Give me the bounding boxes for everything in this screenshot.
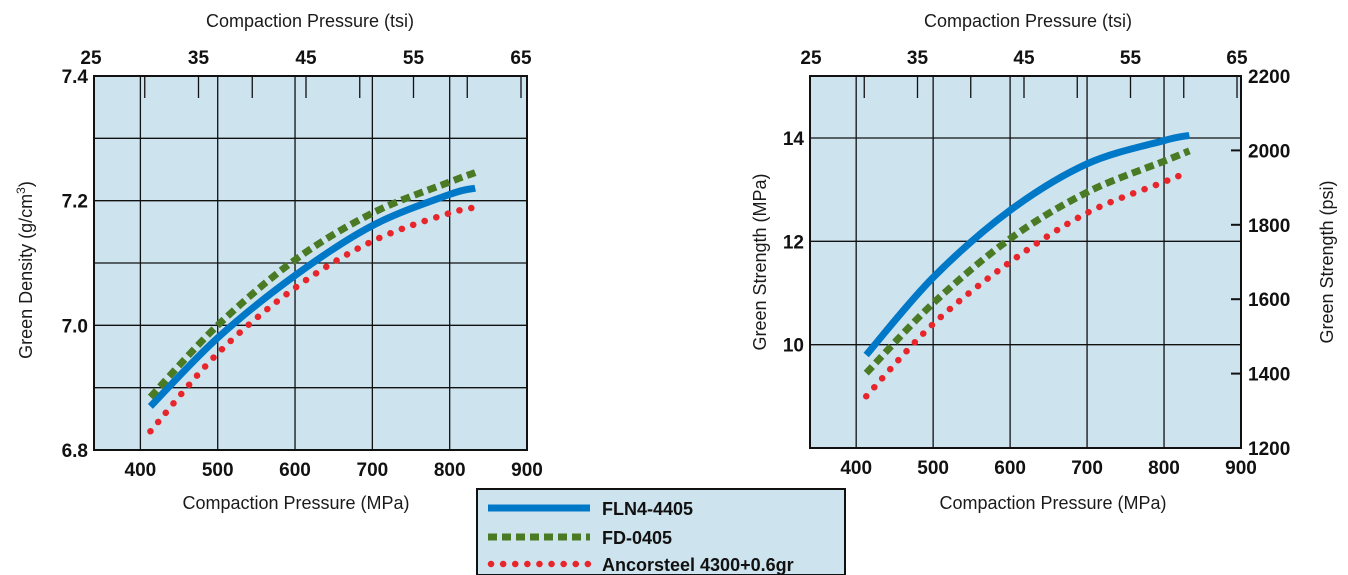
- series-strength: [862, 131, 1193, 400]
- x-tick-label-strength: 600: [994, 458, 1026, 479]
- x-tick-label-strength: 800: [1148, 458, 1180, 479]
- x-axis-title-strength: Compaction Pressure (MPa): [939, 493, 1166, 513]
- x2-tick-label-strength: 45: [1013, 48, 1035, 69]
- x2-tick-label-strength: 25: [800, 48, 822, 69]
- x-tick-label-density: 900: [511, 460, 543, 481]
- series-line-ancorsteel-4300-0-6gr-strength: [862, 168, 1193, 400]
- plot-frame-strength: [809, 75, 1242, 449]
- series-line-fd-0405-density: [147, 169, 477, 400]
- y-tick-label-density: 6.8: [62, 441, 88, 462]
- legend-label-ancorsteel: Ancorsteel 4300+0.6gr: [602, 555, 794, 575]
- y-tick-label-strength: 12: [783, 232, 804, 253]
- ticks-density: 400 500 600 700 800 900 6.8 7.0 7.2 7.425 35 45 55 65: [62, 48, 543, 481]
- y-tick-label-density: 7.4: [62, 67, 89, 88]
- x-tick-label-density: 400: [125, 460, 157, 481]
- x-tick-label-density: 500: [202, 460, 234, 481]
- legend-box: [476, 488, 846, 575]
- y2-tick-label-strength: 1600: [1248, 290, 1290, 311]
- y-tick-label-strength: 10: [783, 336, 804, 357]
- x-tick-label-strength: 900: [1225, 458, 1257, 479]
- x2-tick-label-strength: 35: [907, 48, 929, 69]
- x-tick-label-strength: 500: [917, 458, 949, 479]
- series-line-fd-0405-strength: [863, 147, 1191, 376]
- series-density: [147, 169, 484, 435]
- y-axis-title-density: Green Density (g/cm3): [14, 181, 36, 359]
- x2-axis-title-strength: Compaction Pressure (tsi): [924, 11, 1132, 31]
- y2-tick-label-strength: 2200: [1248, 67, 1290, 88]
- gridlines-strength: [810, 76, 1241, 448]
- x2-tick-label-density: 35: [188, 48, 210, 69]
- y-axis-title-strength: Green Strength (MPa): [750, 173, 770, 350]
- y2-tick-label-strength: 2000: [1248, 141, 1290, 162]
- x-tick-label-strength: 400: [840, 458, 872, 479]
- x-tick-label-density: 600: [279, 460, 311, 481]
- plot-area-strength: [810, 76, 1241, 448]
- plot-frame-density: [93, 75, 528, 451]
- x2-axis-title-density: Compaction Pressure (tsi): [206, 11, 414, 31]
- series-line-fln4-4405-strength: [863, 131, 1191, 358]
- x2-tick-label-strength: 65: [1226, 48, 1248, 69]
- chart-strength: 400 500 600 700 800 900 10 12 14 25 35 45 55 65 1200 14…: [750, 11, 1337, 513]
- x2-tick-label-density: 45: [295, 48, 317, 69]
- y-tick-label-strength: 14: [783, 129, 805, 150]
- y2-tick-label-strength: 1800: [1248, 216, 1290, 237]
- x-tick-label-density: 800: [434, 460, 466, 481]
- legend: FLN4-4405 FD-0405 Ancorsteel 4300+0.6gr: [476, 488, 846, 575]
- x-tick-label-density: 700: [357, 460, 389, 481]
- ticks-strength: 400 500 600 700 800 900 10 12 14 25 35 45 55 65 1200 14…: [783, 48, 1290, 479]
- x-axis-title-density: Compaction Pressure (MPa): [182, 493, 409, 513]
- y2-tick-label-strength: 1400: [1248, 365, 1290, 386]
- y-tick-label-density: 7.2: [62, 192, 88, 213]
- y-tick-label-density: 7.0: [62, 316, 88, 337]
- chart-density: 400 500 600 700 800 900 6.8 7.0 7.2 7.425 35 45 55 65…: [14, 11, 543, 513]
- y2-tick-label-strength: 1200: [1248, 439, 1290, 460]
- x2-tick-label-density: 25: [80, 48, 102, 69]
- x-tick-label-strength: 700: [1071, 458, 1103, 479]
- legend-label-fln4-4405: FLN4-4405: [602, 499, 693, 519]
- y2-axis-title-strength: Green Strength (psi): [1317, 180, 1337, 343]
- series-line-fln4-4405-density: [147, 184, 476, 409]
- x2-tick-label-strength: 55: [1120, 48, 1142, 69]
- x2-tick-label-density: 65: [510, 48, 532, 69]
- legend-label-fd-0405: FD-0405: [602, 528, 672, 548]
- x2-tick-label-density: 55: [403, 48, 425, 69]
- series-line-ancorsteel-4300-0-6gr-density: [147, 203, 484, 435]
